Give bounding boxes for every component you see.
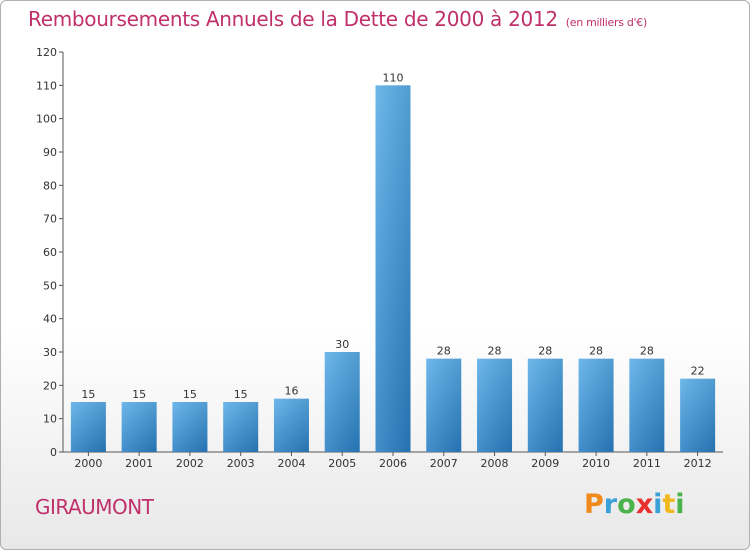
y-axis: 0 10 20 30 40 50 60 70 80 90 100 110 120 xyxy=(36,46,64,459)
bar-value-label: 28 xyxy=(589,345,603,358)
bar-shade xyxy=(578,358,614,452)
bar-value-label: 15 xyxy=(132,388,146,401)
bar-shade xyxy=(375,85,411,452)
bar-shade xyxy=(477,358,513,452)
bar-shade xyxy=(324,352,360,452)
y-tick-label: 120 xyxy=(36,46,57,59)
commune-name: GIRAUMONT xyxy=(35,495,154,519)
bar-value-label: 22 xyxy=(691,365,705,378)
x-tick-label: 2005 xyxy=(328,457,356,470)
x-tick-label: 2008 xyxy=(481,457,509,470)
bar-value-label: 110 xyxy=(383,71,404,84)
y-tick-label: 0 xyxy=(50,446,57,459)
x-tick-label: 2007 xyxy=(430,457,458,470)
bar-value-label: 28 xyxy=(538,345,552,358)
x-tick-label: 2004 xyxy=(277,457,305,470)
logo-letter: i xyxy=(653,489,663,520)
x-tick-label: 2011 xyxy=(633,457,661,470)
bar-shade xyxy=(527,358,563,452)
bar-value-label: 15 xyxy=(234,388,248,401)
y-tick-label: 10 xyxy=(43,413,57,426)
bar-shade xyxy=(426,358,462,452)
bar-value-label: 28 xyxy=(488,345,502,358)
logo-letter: t xyxy=(662,489,676,520)
x-tick-label: 2000 xyxy=(74,457,102,470)
x-tick-label: 2003 xyxy=(227,457,255,470)
y-tick-label: 80 xyxy=(43,179,57,192)
bar-shade xyxy=(70,402,106,452)
x-tick-label: 2012 xyxy=(684,457,712,470)
logo-letter: r xyxy=(603,489,618,520)
bar-value-label: 16 xyxy=(284,385,298,398)
bar-shade xyxy=(273,398,309,452)
logo-letter: i xyxy=(675,489,685,520)
bar-value-label: 28 xyxy=(437,345,451,358)
chart-subtitle: (en milliers d'€) xyxy=(565,16,647,29)
x-tick-label: 2002 xyxy=(176,457,204,470)
x-tick-label: 2010 xyxy=(582,457,610,470)
y-tick-label: 110 xyxy=(36,79,57,92)
logo-letter: x xyxy=(635,489,654,520)
bar-value-label: 15 xyxy=(183,388,197,401)
chart-title-text: Remboursements Annuels de la Dette de 20… xyxy=(28,7,558,31)
x-axis: 2000 2001 2002 2003 2004 2005 2006 2007 2008 2009… xyxy=(63,451,723,470)
bars: 15 15 15 15 16 30 110 28 28 28 28 28 22 xyxy=(70,71,716,452)
bar-value-label: 30 xyxy=(335,338,349,351)
bar-shade xyxy=(680,378,716,452)
bar-shade xyxy=(629,358,665,452)
x-tick-label: 2006 xyxy=(379,457,407,470)
bar-shade xyxy=(121,402,157,452)
y-tick-label: 60 xyxy=(43,246,57,259)
y-tick-label: 90 xyxy=(43,146,57,159)
y-tick-label: 30 xyxy=(43,346,57,359)
x-tick-label: 2001 xyxy=(125,457,153,470)
y-tick-label: 70 xyxy=(43,213,57,226)
bar-shade xyxy=(172,402,208,452)
chart-title: Remboursements Annuels de la Dette de 20… xyxy=(28,7,647,31)
y-tick-label: 50 xyxy=(43,279,57,292)
y-tick-label: 40 xyxy=(43,313,57,326)
y-tick-label: 20 xyxy=(43,379,57,392)
logo-letter: P xyxy=(584,489,604,520)
proxiti-logo: Proxiti xyxy=(584,489,685,520)
y-tick-label: 100 xyxy=(36,113,57,126)
bar-value-label: 28 xyxy=(640,345,654,358)
logo-letter: o xyxy=(617,489,636,520)
bar-value-label: 15 xyxy=(81,388,95,401)
bar-shade xyxy=(223,402,259,452)
x-tick-label: 2009 xyxy=(531,457,559,470)
